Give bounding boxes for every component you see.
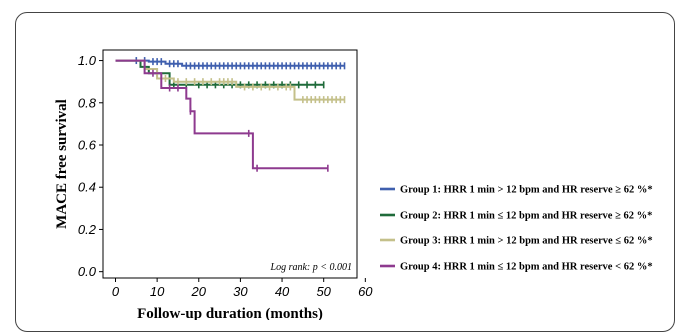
legend-label-group-4: Group 4: HRR 1 min ≤ 12 bpm and HR reser… <box>400 262 653 273</box>
series-group-3 <box>115 59 346 104</box>
series-line-group-2 <box>115 59 324 86</box>
y-tick-label: 0.0 <box>78 264 97 279</box>
x-tick-label: 0 <box>112 284 120 299</box>
log-rank-annotation: Log rank: p < 0.001 <box>270 262 352 273</box>
y-tick-label: 0.2 <box>78 222 97 237</box>
legend-label-group-2: Group 2: HRR 1 min ≤ 12 bpm and HR reser… <box>400 211 652 222</box>
legend-label-group-1: Group 1: HRR 1 min > 12 bpm and HR reser… <box>400 185 653 196</box>
x-tick-label: 20 <box>191 284 207 299</box>
legend-label-group-3: Group 3: HRR 1 min > 12 bpm and HR reser… <box>400 236 653 247</box>
x-tick-label: 10 <box>150 284 165 299</box>
x-tick-label: 60 <box>358 284 373 299</box>
x-tick-label: 50 <box>316 284 331 299</box>
x-tick-label: 30 <box>233 284 248 299</box>
y-tick-label: 0.6 <box>78 138 97 153</box>
legend: Group 1: HRR 1 min > 12 bpm and HR reser… <box>380 185 653 273</box>
series-line-group-1 <box>115 59 345 67</box>
x-axis-title: Follow-up duration (months) <box>137 306 323 320</box>
series-group-1 <box>115 57 346 70</box>
y-tick-label: 0.4 <box>78 180 96 195</box>
x-tick-label: 40 <box>275 284 290 299</box>
plot-area-border <box>102 49 358 279</box>
km-survival-chart: 0.0 0.2 0.4 0.6 0.8 1.0 0 10 20 30 40 50 60 MACE fre… <box>54 49 653 320</box>
y-tick-label: 1.0 <box>78 53 97 68</box>
y-tick-label: 0.8 <box>78 95 97 110</box>
series-group-4 <box>115 59 329 172</box>
series-line-group-4 <box>115 59 328 170</box>
y-axis-title: MACE free survival <box>54 99 70 229</box>
